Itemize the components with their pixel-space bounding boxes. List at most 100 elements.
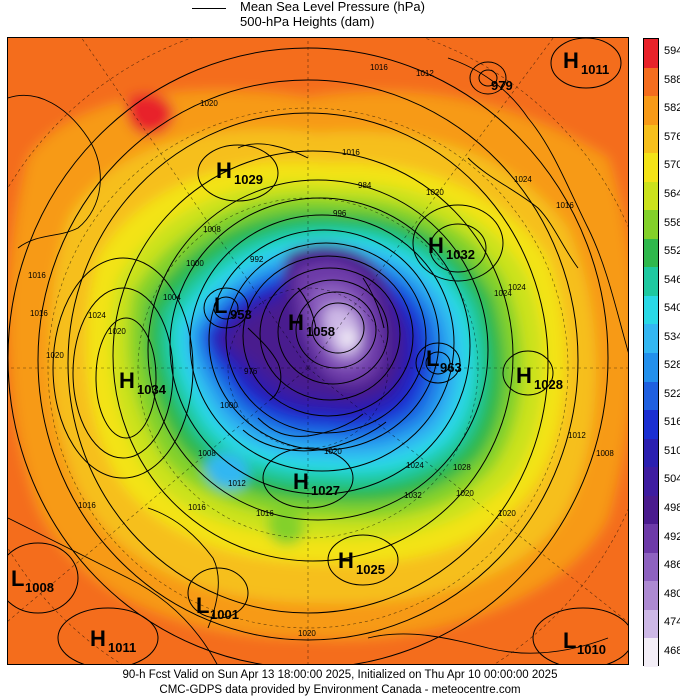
isobar-label: 1016 bbox=[342, 148, 360, 157]
colorbar-segment bbox=[644, 638, 658, 668]
colorbar-segment bbox=[644, 581, 658, 611]
center-letter: H bbox=[90, 626, 106, 651]
center-value: 1011 bbox=[581, 62, 609, 77]
isobar-label: 1020 bbox=[324, 447, 342, 456]
colorbar-label: 570 bbox=[664, 159, 680, 172]
center-value: 1028 bbox=[534, 377, 563, 392]
colorbar-label: 588 bbox=[664, 73, 680, 86]
colorbar-segment bbox=[644, 153, 658, 183]
colorbar-segment bbox=[644, 67, 658, 97]
graticule bbox=[8, 38, 628, 664]
center-letter: H bbox=[516, 363, 532, 388]
colorbar-label: 522 bbox=[664, 387, 680, 400]
isobar-label: 1012 bbox=[228, 479, 246, 488]
isobar-label: 1024 bbox=[88, 311, 106, 320]
center-letter: L bbox=[563, 628, 576, 653]
pressure-centers: H 1011 979 H 1029 H 1032 L 953 H 1058 H … bbox=[11, 48, 609, 657]
map-legend: Mean Sea Level Pressure (hPa) 500-hPa He… bbox=[190, 0, 490, 34]
isobar-label: 1008 bbox=[198, 449, 216, 458]
center-value: 1008 bbox=[25, 580, 54, 595]
colorbar-segment bbox=[644, 324, 658, 354]
isobar-label: 976 bbox=[244, 367, 258, 376]
colorbar-label: 528 bbox=[664, 359, 680, 372]
center-value: 963 bbox=[440, 360, 462, 375]
isobar-label: 1020 bbox=[498, 509, 516, 518]
isobar-label: 1008 bbox=[596, 449, 614, 458]
isobar-label: 1020 bbox=[426, 188, 444, 197]
center-letter: L bbox=[11, 566, 24, 591]
colorbar-segment bbox=[644, 267, 658, 297]
colorbar-label: 498 bbox=[664, 502, 680, 514]
colorbar-label: 468 bbox=[664, 644, 680, 657]
center-value: 953 bbox=[230, 307, 252, 322]
isobar-label: 1016 bbox=[28, 271, 46, 280]
colorbar-segment bbox=[644, 524, 658, 554]
colorbar-segment bbox=[644, 410, 658, 440]
colorbar-label: 480 bbox=[664, 587, 680, 600]
isobar-label: 996 bbox=[333, 209, 347, 218]
colorbar-label: 534 bbox=[664, 330, 680, 343]
data-credit-line: CMC-GDPS data provided by Environment Ca… bbox=[159, 684, 521, 696]
isobar-label: 1012 bbox=[416, 69, 434, 78]
isobar-label: 1024 bbox=[508, 283, 526, 292]
center-letter: H bbox=[119, 368, 135, 393]
center-letter: H bbox=[338, 548, 354, 573]
isobar-label: 1008 bbox=[203, 225, 221, 234]
center-value: 979 bbox=[491, 78, 513, 93]
colorbar-segment bbox=[644, 238, 658, 268]
colorbar-label: 516 bbox=[664, 416, 680, 429]
center-letter: H bbox=[563, 48, 579, 73]
isobar-label: 1016 bbox=[188, 503, 206, 512]
isobar-label: 1012 bbox=[568, 431, 586, 440]
isobar-label: 1016 bbox=[370, 63, 388, 72]
colorbar-label: 504 bbox=[664, 473, 680, 486]
isobar-label: 1024 bbox=[514, 175, 532, 184]
colorbar-segment bbox=[644, 552, 658, 582]
colorbar-label: 552 bbox=[664, 245, 680, 258]
height-field bbox=[8, 38, 628, 664]
legend-heights-label: 500-hPa Heights (dam) bbox=[240, 14, 375, 29]
center-value: 1027 bbox=[311, 483, 340, 498]
legend-line-symbol bbox=[192, 8, 226, 9]
colorbar-segment bbox=[644, 181, 658, 211]
center-letter: H bbox=[216, 158, 232, 183]
height-colorbar bbox=[643, 38, 659, 668]
legend-mslp-label: Mean Sea Level Pressure (hPa) bbox=[240, 0, 425, 14]
colorbar-segment bbox=[644, 438, 658, 468]
isobar-label: 1016 bbox=[30, 309, 48, 318]
center-value: 1029 bbox=[234, 172, 263, 187]
center-value: 1010 bbox=[577, 642, 606, 657]
isobar-label: 1000 bbox=[220, 401, 238, 410]
isobar-label: 1024 bbox=[406, 461, 424, 470]
colorbar-label: 564 bbox=[664, 188, 680, 200]
center-value: 1032 bbox=[446, 247, 475, 262]
isobar-label: 1016 bbox=[256, 509, 274, 518]
colorbar-segment bbox=[644, 124, 658, 154]
isobar-label: 1020 bbox=[200, 99, 218, 108]
colorbar-label: 582 bbox=[664, 102, 680, 115]
isobar-label: 1020 bbox=[298, 629, 316, 638]
isobar-label: 1024 bbox=[494, 289, 512, 298]
isobar-label: 1020 bbox=[456, 489, 474, 498]
isobar-label: 984 bbox=[358, 181, 372, 190]
colorbar-segment bbox=[644, 381, 658, 411]
center-value: 1058 bbox=[306, 324, 335, 339]
isobar-label: 1020 bbox=[46, 351, 64, 360]
center-letter: L bbox=[426, 346, 439, 371]
colorbar-segment bbox=[644, 295, 658, 325]
colorbar-label: 558 bbox=[664, 216, 680, 229]
center-value: 1034 bbox=[137, 382, 167, 397]
center-value: 1001 bbox=[210, 607, 239, 622]
isobar-label: 1020 bbox=[108, 327, 126, 336]
colorbar-label: 540 bbox=[664, 302, 680, 315]
center-value: 1025 bbox=[356, 562, 385, 577]
colorbar-segment bbox=[644, 210, 658, 240]
colorbar-label: 474 bbox=[664, 616, 680, 629]
colorbar-segment bbox=[644, 353, 658, 383]
colorbar-label: 576 bbox=[664, 130, 680, 143]
colorbar-segment bbox=[644, 609, 658, 639]
center-letter: H bbox=[293, 469, 309, 494]
weather-map: 1016 1020 1012 1016 1020 1024 1016 1020 … bbox=[7, 37, 629, 665]
isobar-label: 1000 bbox=[186, 259, 204, 268]
colorbar-segment bbox=[644, 495, 658, 525]
